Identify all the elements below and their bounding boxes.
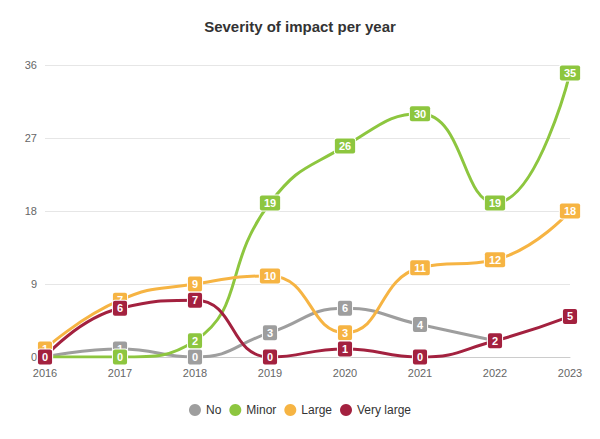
svg-text:2023: 2023 bbox=[558, 367, 582, 379]
svg-text:7: 7 bbox=[192, 294, 198, 306]
svg-text:2019: 2019 bbox=[258, 367, 282, 379]
svg-text:0: 0 bbox=[192, 351, 198, 363]
svg-text:26: 26 bbox=[339, 140, 351, 152]
svg-text:4: 4 bbox=[417, 319, 424, 331]
svg-text:35: 35 bbox=[564, 67, 576, 79]
svg-text:9: 9 bbox=[31, 278, 37, 290]
svg-text:Severity of impact per year: Severity of impact per year bbox=[204, 18, 396, 35]
svg-text:0: 0 bbox=[42, 351, 48, 363]
svg-text:2022: 2022 bbox=[483, 367, 507, 379]
svg-text:2: 2 bbox=[492, 335, 498, 347]
svg-text:No: No bbox=[206, 403, 222, 417]
svg-text:19: 19 bbox=[264, 197, 276, 209]
svg-text:6: 6 bbox=[117, 302, 123, 314]
svg-text:2021: 2021 bbox=[408, 367, 432, 379]
svg-text:12: 12 bbox=[489, 254, 501, 266]
svg-text:19: 19 bbox=[489, 197, 501, 209]
svg-text:Very large: Very large bbox=[357, 403, 411, 417]
svg-text:3: 3 bbox=[342, 327, 348, 339]
svg-text:2017: 2017 bbox=[108, 367, 132, 379]
svg-text:2016: 2016 bbox=[33, 367, 57, 379]
svg-text:6: 6 bbox=[342, 302, 348, 314]
svg-text:18: 18 bbox=[25, 205, 37, 217]
svg-text:1: 1 bbox=[342, 343, 348, 355]
svg-text:3: 3 bbox=[267, 327, 273, 339]
svg-text:2018: 2018 bbox=[183, 367, 207, 379]
svg-text:Large: Large bbox=[301, 403, 332, 417]
svg-text:2: 2 bbox=[492, 335, 498, 347]
svg-text:30: 30 bbox=[414, 108, 426, 120]
svg-text:36: 36 bbox=[25, 59, 37, 71]
svg-text:11: 11 bbox=[414, 262, 426, 274]
svg-text:5: 5 bbox=[567, 310, 573, 322]
svg-text:0: 0 bbox=[42, 351, 48, 363]
svg-text:0: 0 bbox=[417, 351, 423, 363]
svg-text:0: 0 bbox=[267, 351, 273, 363]
svg-text:9: 9 bbox=[192, 278, 198, 290]
svg-text:Minor: Minor bbox=[246, 403, 276, 417]
svg-text:0: 0 bbox=[117, 351, 123, 363]
svg-text:18: 18 bbox=[564, 205, 576, 217]
svg-text:10: 10 bbox=[264, 270, 276, 282]
svg-text:27: 27 bbox=[25, 132, 37, 144]
svg-text:2: 2 bbox=[192, 335, 198, 347]
svg-text:0: 0 bbox=[31, 351, 37, 363]
svg-text:2020: 2020 bbox=[333, 367, 357, 379]
svg-text:0: 0 bbox=[42, 351, 48, 363]
